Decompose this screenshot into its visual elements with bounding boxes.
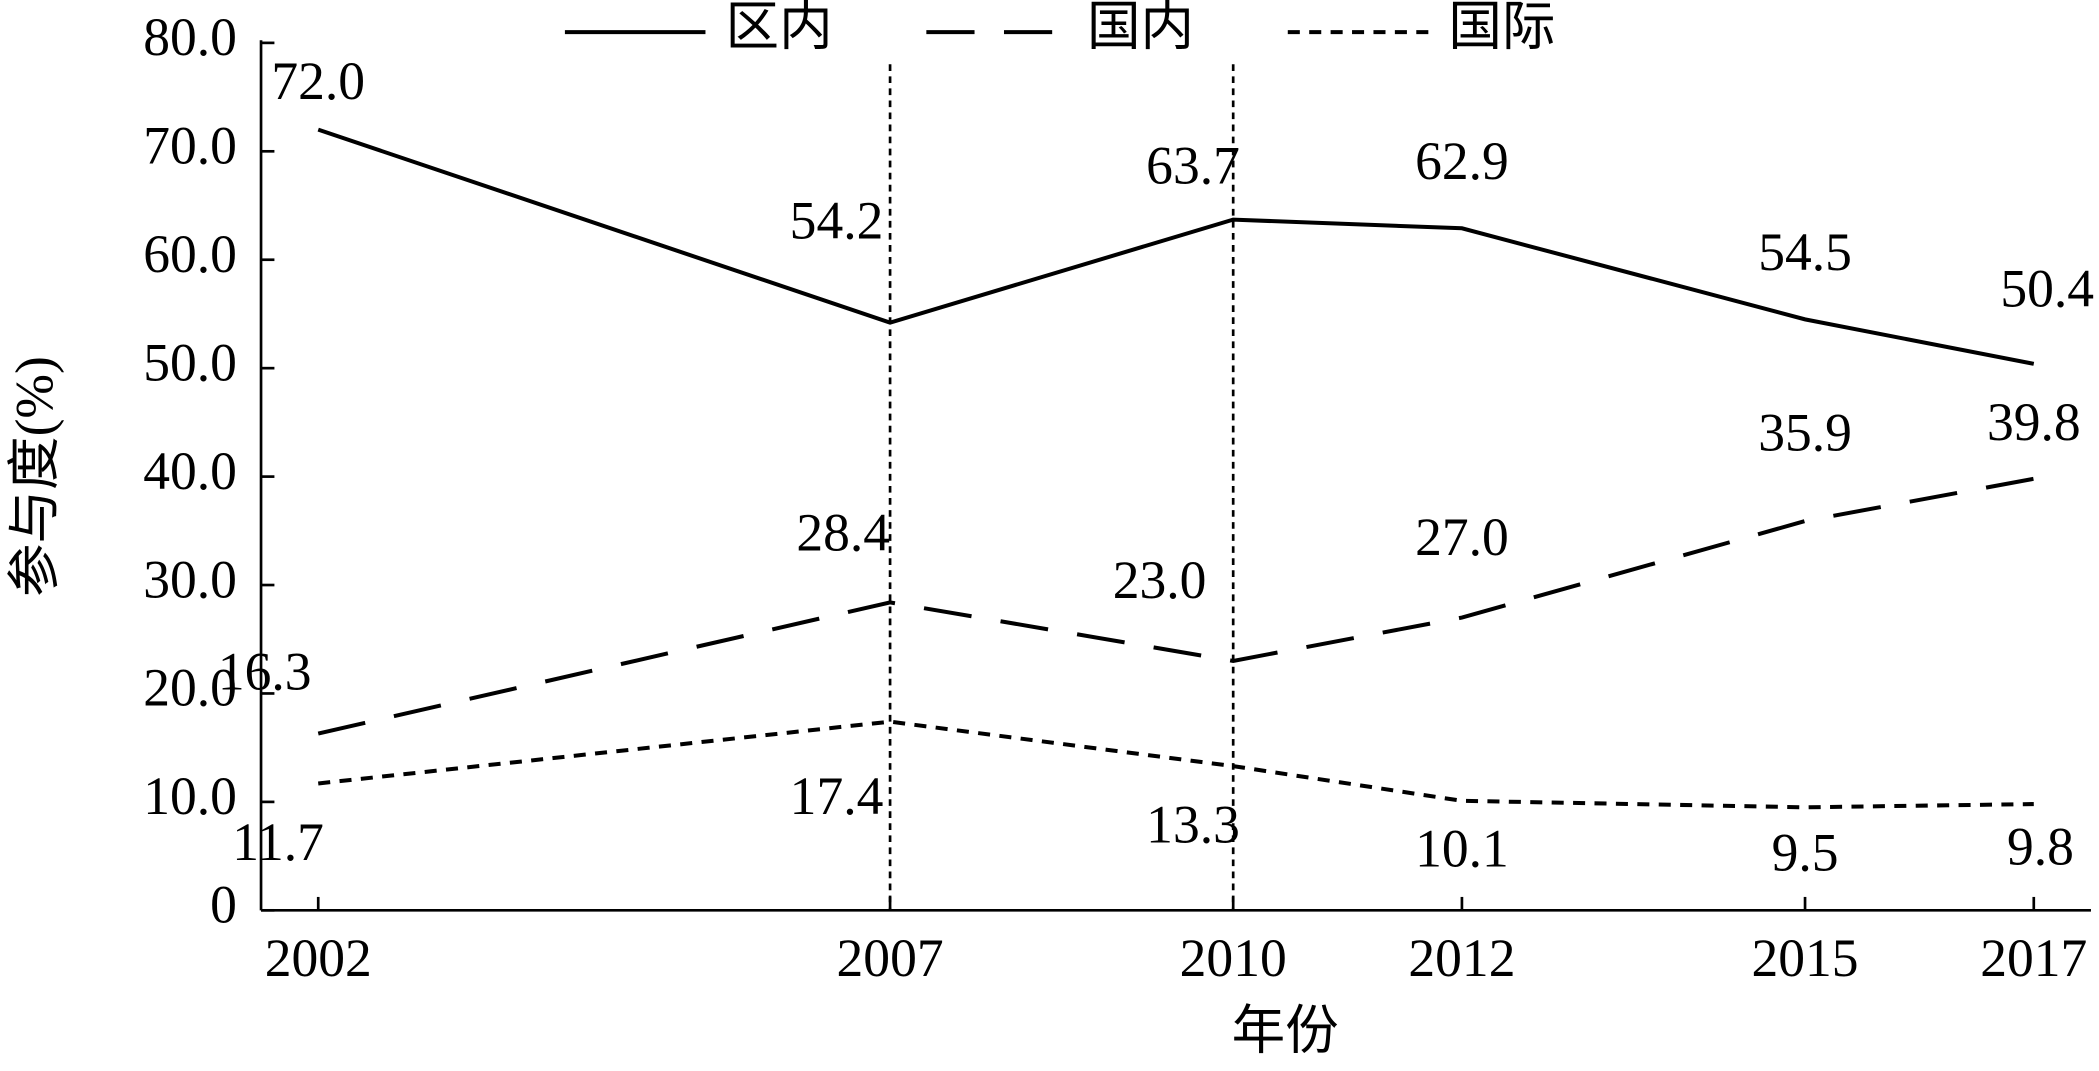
x-tick-label: 2012 (1408, 928, 1515, 988)
y-axis-label: 参与度(%) (4, 356, 64, 597)
data-label: 28.4 (796, 502, 890, 562)
data-label: 9.5 (1772, 822, 1839, 882)
data-line (317, 127, 2035, 366)
y-tick-label: 50.0 (143, 332, 237, 392)
y-tick-label: 30.0 (143, 549, 237, 609)
data-label: 54.5 (1758, 222, 1852, 282)
data-label: 16.3 (218, 642, 312, 702)
x-axis-label: 年份 (1232, 1000, 1339, 1060)
legend-label: 区内 (726, 0, 833, 56)
data-line (317, 476, 2035, 736)
y-tick-label: 80.0 (143, 7, 237, 67)
y-tick-label: 60.0 (143, 224, 237, 284)
data-line (318, 719, 2034, 810)
data-label: 63.7 (1146, 136, 1240, 196)
data-label: 10.1 (1415, 819, 1509, 879)
y-tick-label: 40.0 (143, 441, 237, 501)
y-tick-label: 70.0 (143, 116, 237, 176)
legend-label: 国内 (1087, 0, 1194, 56)
y-tick-label: 0 (210, 875, 237, 935)
y-tick-label: 20.0 (143, 658, 237, 718)
data-label: 35.9 (1758, 402, 1852, 462)
data-label: 62.9 (1415, 131, 1509, 191)
data-label: 54.2 (790, 191, 884, 251)
x-tick-label: 2010 (1180, 928, 1287, 988)
data-label: 27.0 (1415, 507, 1509, 567)
data-label: 39.8 (1987, 392, 2081, 452)
legend-label: 国际 (1448, 0, 1555, 56)
data-label: 72.0 (271, 51, 365, 111)
x-tick-label: 2017 (1980, 928, 2087, 988)
x-tick-label: 2007 (837, 928, 944, 988)
data-label: 50.4 (2000, 259, 2094, 319)
data-label: 23.0 (1113, 550, 1207, 610)
x-tick-label: 2015 (1752, 928, 1859, 988)
data-label: 11.7 (232, 812, 324, 872)
data-label: 9.8 (2007, 817, 2074, 877)
data-label: 13.3 (1146, 795, 1240, 855)
x-tick-label: 2002 (265, 928, 372, 988)
data-label: 17.4 (790, 766, 884, 826)
y-tick-label: 10.0 (143, 766, 237, 826)
